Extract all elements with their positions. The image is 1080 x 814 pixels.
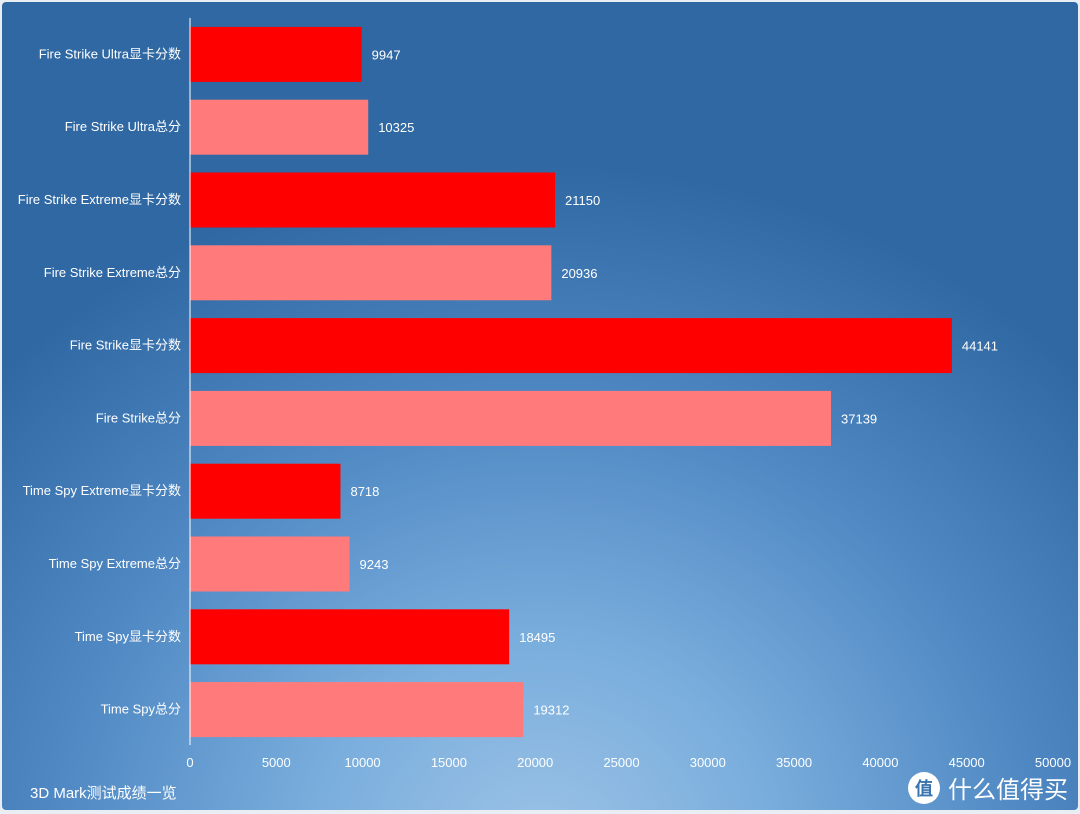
bar <box>190 172 556 228</box>
category-label: Fire Strike显卡分数 <box>70 338 181 353</box>
x-tick-label: 10000 <box>345 755 381 770</box>
x-tick-label: 30000 <box>690 755 726 770</box>
bar <box>190 245 552 301</box>
category-label: Time Spy Extreme显卡分数 <box>23 483 181 498</box>
watermark-text: 什么值得买 <box>948 777 1068 804</box>
x-tick-label: 0 <box>186 755 193 770</box>
category-label: Fire Strike Ultra总分 <box>65 119 181 134</box>
x-tick-label: 15000 <box>431 755 467 770</box>
chart-title: 3D Mark测试成绩一览 <box>30 785 177 802</box>
data-label: 10325 <box>378 120 414 135</box>
category-label: Time Spy总分 <box>101 702 181 717</box>
category-label: Time Spy显卡分数 <box>75 629 181 644</box>
category-label: Fire Strike总分 <box>96 410 181 425</box>
category-label: Fire Strike Extreme显卡分数 <box>18 192 181 207</box>
x-tick-label: 20000 <box>517 755 553 770</box>
data-label: 44141 <box>962 339 998 354</box>
bar <box>190 26 362 82</box>
bar <box>190 609 510 665</box>
data-label: 9947 <box>372 47 401 62</box>
data-label: 8718 <box>350 484 379 499</box>
x-tick-label: 50000 <box>1035 755 1071 770</box>
bar <box>190 536 350 592</box>
category-label: Time Spy Extreme总分 <box>49 556 181 571</box>
watermark-icon: 值 <box>908 771 940 804</box>
x-tick-label: 5000 <box>262 755 291 770</box>
data-label: 21150 <box>565 193 600 208</box>
bar <box>190 463 341 519</box>
bar <box>190 682 524 738</box>
data-label: 18495 <box>519 630 555 645</box>
data-label: 9243 <box>360 557 389 572</box>
bar <box>190 318 952 374</box>
x-tick-label: 35000 <box>776 755 812 770</box>
x-tick-label: 25000 <box>603 755 639 770</box>
watermark-logo: 值 什么值得买 <box>908 770 1068 805</box>
data-label: 37139 <box>841 411 877 426</box>
data-label: 19312 <box>533 703 569 718</box>
category-label: Fire Strike Ultra显卡分数 <box>39 46 181 61</box>
category-label: Fire Strike Extreme总分 <box>44 265 181 280</box>
x-tick-label: 45000 <box>949 755 985 770</box>
bar <box>190 390 832 446</box>
data-label: 20936 <box>561 266 597 281</box>
bar <box>190 99 369 155</box>
x-tick-label: 40000 <box>862 755 898 770</box>
